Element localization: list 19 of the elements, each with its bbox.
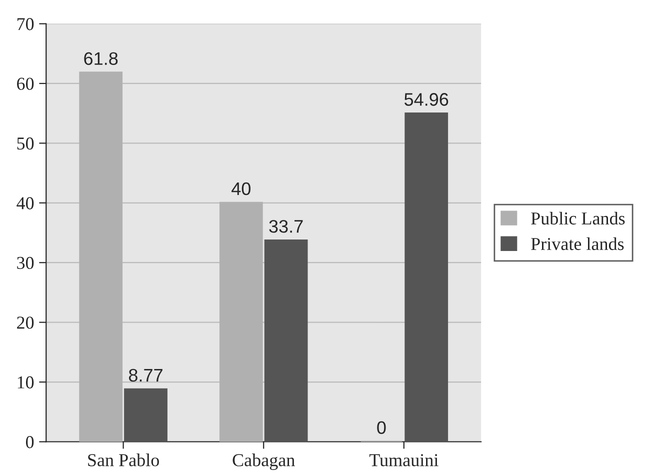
y-tick-label: 70 [17,18,34,30]
data-label: 54.96 [404,93,448,106]
data-label: 40 [232,182,250,196]
y-tick-label: 30 [17,256,34,270]
y-tick-label: 10 [18,376,34,388]
data-label: 0 [377,421,386,434]
y-tick-label: 0 [26,436,34,448]
y-tick-label: 60 [17,78,34,90]
y-tick-label: 20 [17,316,34,329]
x-tick-label: Cabagan [232,454,295,470]
legend-label: Private lands [531,237,624,250]
legend-label: Public Lands [531,212,625,225]
data-label: 33.7 [269,220,303,233]
y-tick-label: 40 [16,197,34,210]
data-label: 8.77 [128,368,162,382]
y-tick-label: 50 [17,137,34,150]
x-tick-label: Tumauini [369,454,438,466]
data-label: 61.8 [84,52,118,65]
x-tick-label: San Pablo [88,454,159,466]
